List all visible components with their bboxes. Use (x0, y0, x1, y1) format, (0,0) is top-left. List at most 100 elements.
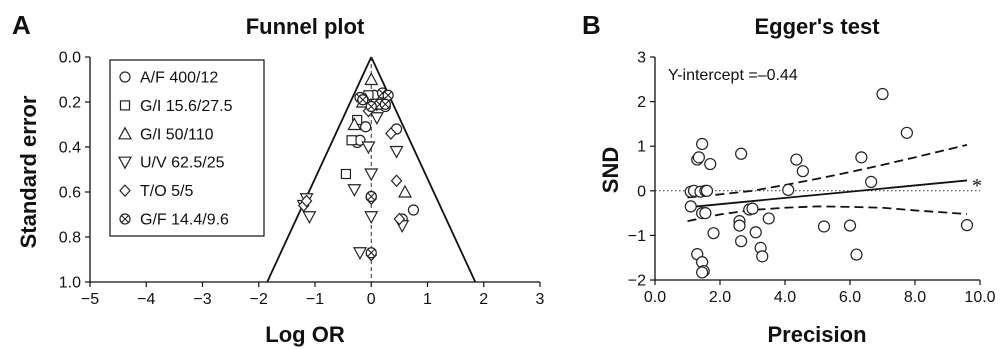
egger-point (746, 202, 759, 215)
egger-point (865, 175, 878, 188)
point-u-v-62-5-25-shape (364, 211, 379, 225)
eggers-y-tick-label: 2 (637, 94, 646, 111)
point-u-v-62-5-25 (369, 112, 384, 126)
eggers-plot-area: 0.0 2.0 4.0 6.0 8.0 10.0 −2 −1 0 1 2 3 (628, 50, 996, 307)
point-t-o-5-5-shape (300, 194, 313, 208)
eggers-x-tick-label: 6.0 (839, 289, 861, 306)
funnel-x-tick-label: −2 (250, 291, 268, 308)
point-g-f-14-4-9-6 (365, 190, 377, 203)
eggers-y-axis-label: SND (598, 147, 623, 193)
legend-marker-g-f-14-4-9-6-cross-b (121, 215, 129, 223)
egger-point (876, 87, 889, 101)
point-u-v-62-5-25-shape (361, 141, 376, 155)
funnel-x-axis-label: Log OR (265, 322, 345, 347)
funnel-y-tick-label: 0.4 (59, 140, 81, 157)
egger-point (782, 183, 795, 197)
legend-marker-g-i-15-6-27-5-shape (119, 100, 131, 111)
point-g-f-14-4-9-6-cross-b (367, 192, 376, 201)
point-g-i-50-110-shape (347, 117, 362, 131)
legend-label-g-i-50-110: G/I 50/110 (140, 126, 214, 143)
point-u-v-62-5-25-shape (347, 184, 362, 198)
funnel-plot-panel: A Funnel plot Log OR Standard error −5 −4… (12, 10, 545, 347)
egger-point (735, 235, 748, 248)
funnel-x-tick-label: 1 (423, 291, 432, 308)
eggers-x-tick-label: 8.0 (904, 289, 926, 306)
point-g-f-14-4-9-6-cross-b (358, 95, 367, 104)
funnel-y-tick-label: 0.0 (59, 50, 81, 67)
funnel-x-tick-label: −5 (81, 291, 99, 308)
point-a-f-400-12 (360, 121, 372, 133)
egger-point (960, 219, 974, 232)
egger-point (696, 137, 709, 151)
point-u-v-62-5-25 (361, 141, 376, 155)
point-g-i-50-110 (397, 184, 413, 198)
point-u-v-62-5-25 (364, 211, 379, 225)
egger-point (699, 207, 712, 220)
point-a-f-400-12-shape (407, 204, 420, 216)
egger-point (790, 153, 803, 166)
point-g-i-15-6-27-5 (346, 135, 357, 146)
egger-point (700, 184, 714, 197)
funnel-plot-title: Funnel plot (246, 14, 365, 39)
eggers-y-tick-label: 1 (637, 139, 646, 156)
eggers-y-tick-label: −1 (628, 228, 646, 245)
funnel-y-tick-label: 0.6 (59, 185, 81, 202)
eggers-x-tick-label: 4.0 (774, 289, 796, 306)
point-u-v-62-5-25-shape (369, 112, 384, 126)
eggers-test-title: Egger's test (754, 14, 880, 39)
funnel-x-tick-label: 2 (479, 291, 488, 308)
egger-point (843, 219, 857, 232)
point-a-f-400-12-shape (360, 121, 372, 133)
egger-point (749, 226, 762, 239)
egger-point (850, 248, 863, 261)
panel-a-label: A (12, 10, 31, 40)
point-g-i-50-110 (364, 72, 379, 86)
egger-point (756, 250, 769, 263)
funnel-y-axis-label: Standard error (16, 95, 41, 248)
confidence-band-lower (687, 205, 968, 223)
funnel-x-tick-label: 0 (367, 291, 376, 308)
funnel-y-tick-label: 0.2 (59, 95, 81, 112)
eggers-y-tick-label: −2 (628, 273, 646, 290)
legend-marker-a-f-400-12 (119, 71, 131, 83)
funnel-legend (109, 59, 265, 237)
point-t-o-5-5 (300, 194, 313, 208)
point-g-f-14-4-9-6-cross-b (367, 248, 376, 257)
point-g-i-15-6-27-5-shape (346, 135, 357, 146)
egger-point (707, 227, 720, 240)
funnel-x-tick-label: 3 (536, 291, 545, 308)
legend-marker-u-v-62-5-25 (117, 156, 133, 170)
egger-point (684, 200, 697, 213)
funnel-x-tick-label: −4 (137, 291, 155, 308)
legend-label-u-v-62-5-25: U/V 62.5/25 (140, 155, 225, 172)
eggers-x-tick-label: 0.0 (644, 289, 666, 306)
point-g-f-14-4-9-6 (382, 89, 394, 101)
eggers-x-tick-label: 10.0 (964, 289, 995, 306)
legend-marker-u-v-62-5-25-shape (117, 156, 133, 170)
eggers-x-axis-label: Precision (767, 322, 866, 347)
legend-label-t-o-5-5: T/O 5/5 (140, 183, 193, 200)
funnel-y-tick-label: 1.0 (59, 275, 81, 292)
legend-marker-g-i-50-110-shape (117, 126, 133, 140)
point-g-i-50-110 (347, 117, 362, 131)
point-u-v-62-5-25-shape (302, 211, 317, 225)
legend-marker-g-i-50-110 (117, 126, 133, 140)
funnel-y-tick-label: 0.8 (59, 230, 81, 247)
egger-point (900, 126, 913, 139)
egger-point (692, 151, 705, 164)
point-t-o-5-5-shape (385, 127, 397, 140)
legend-marker-g-i-15-6-27-5 (119, 100, 131, 111)
point-t-o-5-5-shape (390, 174, 403, 188)
point-t-o-5-5 (393, 212, 406, 226)
egger-point (735, 147, 748, 160)
regression-line (687, 179, 968, 209)
eggers-test-panel: B Egger's test Precision SND Y-intercept… (582, 10, 996, 347)
funnel-x-tick-label: −1 (306, 291, 324, 308)
egger-point (855, 151, 868, 164)
point-g-f-14-4-9-6-cross-b (378, 89, 387, 97)
point-g-f-14-4-9-6 (365, 247, 377, 259)
point-u-v-62-5-25 (302, 211, 317, 225)
point-u-v-62-5-25 (364, 168, 379, 182)
point-g-f-14-4-9-6 (357, 94, 369, 106)
